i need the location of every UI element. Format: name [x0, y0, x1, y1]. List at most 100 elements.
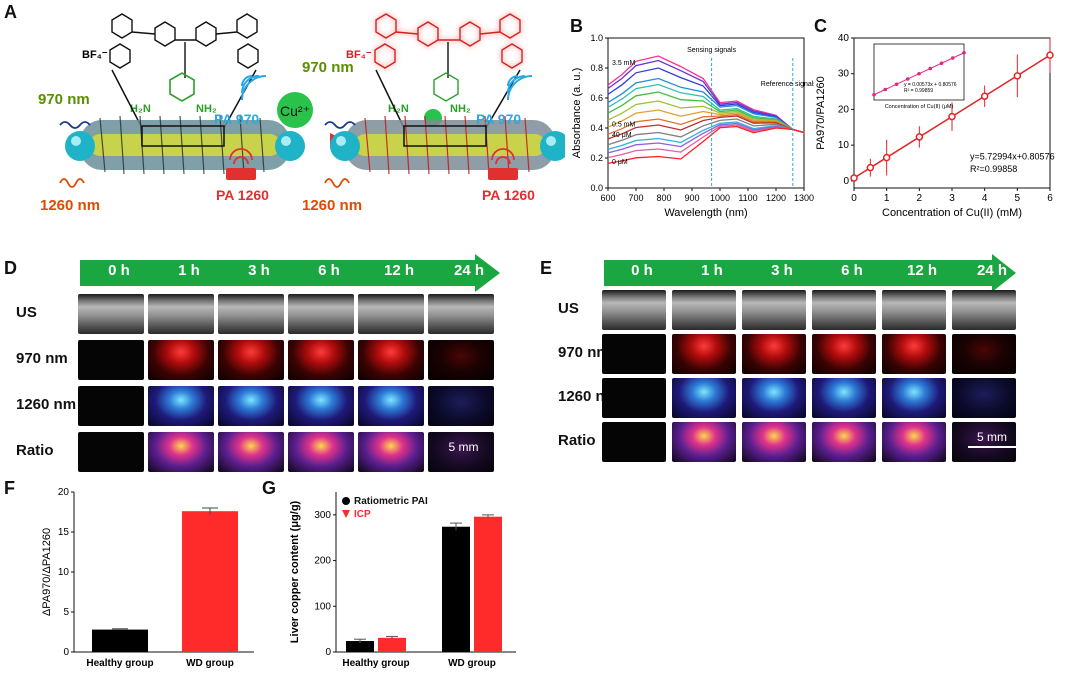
legend-label: Ratiometric PAI [354, 496, 428, 507]
left-970-label: 970 nm [38, 91, 90, 108]
right-counterion: BF₄⁻ [346, 49, 372, 61]
image-tile [812, 378, 876, 418]
x-tick-label: 1 [884, 193, 890, 204]
y-tick-label: 300 [314, 510, 331, 521]
image-tile [78, 432, 144, 472]
bar [182, 511, 238, 652]
y-tick-label: 0 [843, 176, 849, 187]
time-label-5: 24 h [976, 262, 1007, 279]
image-tile [882, 334, 946, 374]
image-tile [672, 422, 736, 462]
time-label-2: 3 h [248, 262, 270, 279]
data-point [882, 153, 891, 162]
bar [346, 641, 374, 652]
panel-letter-c: C [814, 16, 827, 36]
inset-x-label: Concentration of Cu(II) (μM) [885, 104, 954, 110]
time-label-0: 0 h [108, 262, 130, 279]
y-axis-label: ΔPA970/ΔPA1260 [41, 528, 53, 616]
bar [474, 516, 502, 652]
right-pa970-label: PA 970 [476, 111, 521, 127]
image-tile [218, 294, 284, 334]
x-tick-label: 600 [600, 193, 615, 203]
data-point [980, 92, 989, 100]
inset-point [939, 61, 944, 66]
image-tile [218, 432, 284, 472]
left-counterion: BF₄⁻ [82, 49, 108, 61]
inset-point [872, 92, 876, 97]
image-tile [358, 340, 424, 380]
left-pa1260-label: PA 1260 [216, 187, 269, 203]
image-tile [672, 334, 736, 374]
row-label-3: Ratio [558, 432, 596, 449]
y-tick-label: 0 [63, 647, 69, 658]
annotation-0.5mM: 0.5 mM [612, 122, 636, 129]
reference-label: Reference signals [761, 81, 814, 88]
image-tile [812, 290, 876, 330]
x-tick-label: 1200 [766, 193, 786, 203]
image-tile [742, 290, 806, 330]
image-tile [288, 294, 354, 334]
x-tick-label: 700 [628, 193, 643, 203]
bar [378, 637, 406, 652]
y-tick-label: 40 [838, 33, 850, 44]
wave-970-icon [59, 121, 91, 129]
x-tick-label: 800 [656, 193, 671, 203]
panel-letter-f: F [4, 478, 15, 498]
left-nanoprobe-icon [65, 115, 305, 175]
category-label: Healthy group [86, 658, 153, 669]
legend-marker [342, 497, 350, 505]
x-tick-label: 2 [917, 193, 923, 204]
inset-point [950, 56, 955, 60]
category-label: Healthy group [342, 658, 409, 669]
y-tick-label: 100 [314, 601, 331, 612]
data-point [915, 133, 924, 141]
router-icon [226, 148, 256, 180]
right-1260-label: 1260 nm [302, 197, 362, 214]
left-molecule-icon [109, 13, 259, 78]
image-tile [358, 386, 424, 426]
copper-ion-label: Cu²⁺ [280, 103, 310, 119]
annotation-3.5mM: 3.5 mM [612, 60, 636, 67]
bar [92, 629, 148, 652]
y-tick-label: 20 [838, 104, 850, 115]
panel-letter-a: A [4, 2, 17, 22]
panel-letter-b: B [570, 16, 583, 36]
time-label-4: 12 h [383, 262, 414, 279]
image-tile [78, 340, 144, 380]
time-arrow-e [604, 254, 1016, 292]
image-tile [288, 386, 354, 426]
image-tile [742, 422, 806, 462]
right-nanoprobe-icon [330, 115, 565, 175]
inset-point [883, 87, 888, 92]
annotation-40uM: 40 μM [612, 132, 632, 139]
x-tick-label: 1100 [738, 193, 757, 203]
inset-point [928, 66, 933, 71]
image-tile [952, 378, 1016, 418]
inset-point [905, 77, 910, 81]
y-tick-label: 1.0 [590, 33, 603, 43]
signal-970-icon [241, 75, 267, 101]
time-label-1: 1 h [178, 262, 200, 279]
image-tile [882, 378, 946, 418]
data-point [948, 112, 956, 121]
image-tile [78, 294, 144, 334]
image-tile [358, 432, 424, 472]
category-label: WD group [186, 658, 234, 669]
panel-g-chart: 0 100 200 300 Liver copper content (μg/g) Hea… [289, 492, 516, 669]
right-970-label: 970 nm [302, 59, 354, 76]
image-tile [882, 290, 946, 330]
row-label-0: US [558, 300, 579, 317]
data-point [850, 174, 858, 182]
time-label-0: 0 h [631, 262, 653, 279]
image-tile [428, 432, 494, 472]
right-molecule-icon [374, 13, 523, 69]
fit-equation: y=5.72994x+0.80576 [970, 151, 1055, 161]
image-tile [952, 422, 1016, 462]
category-label: WD group [448, 658, 496, 669]
image-tile [288, 432, 354, 472]
image-tile [148, 432, 214, 472]
data-point [1013, 72, 1022, 80]
y-tick-label: 20 [58, 487, 70, 498]
y-tick-label: 200 [314, 556, 331, 567]
